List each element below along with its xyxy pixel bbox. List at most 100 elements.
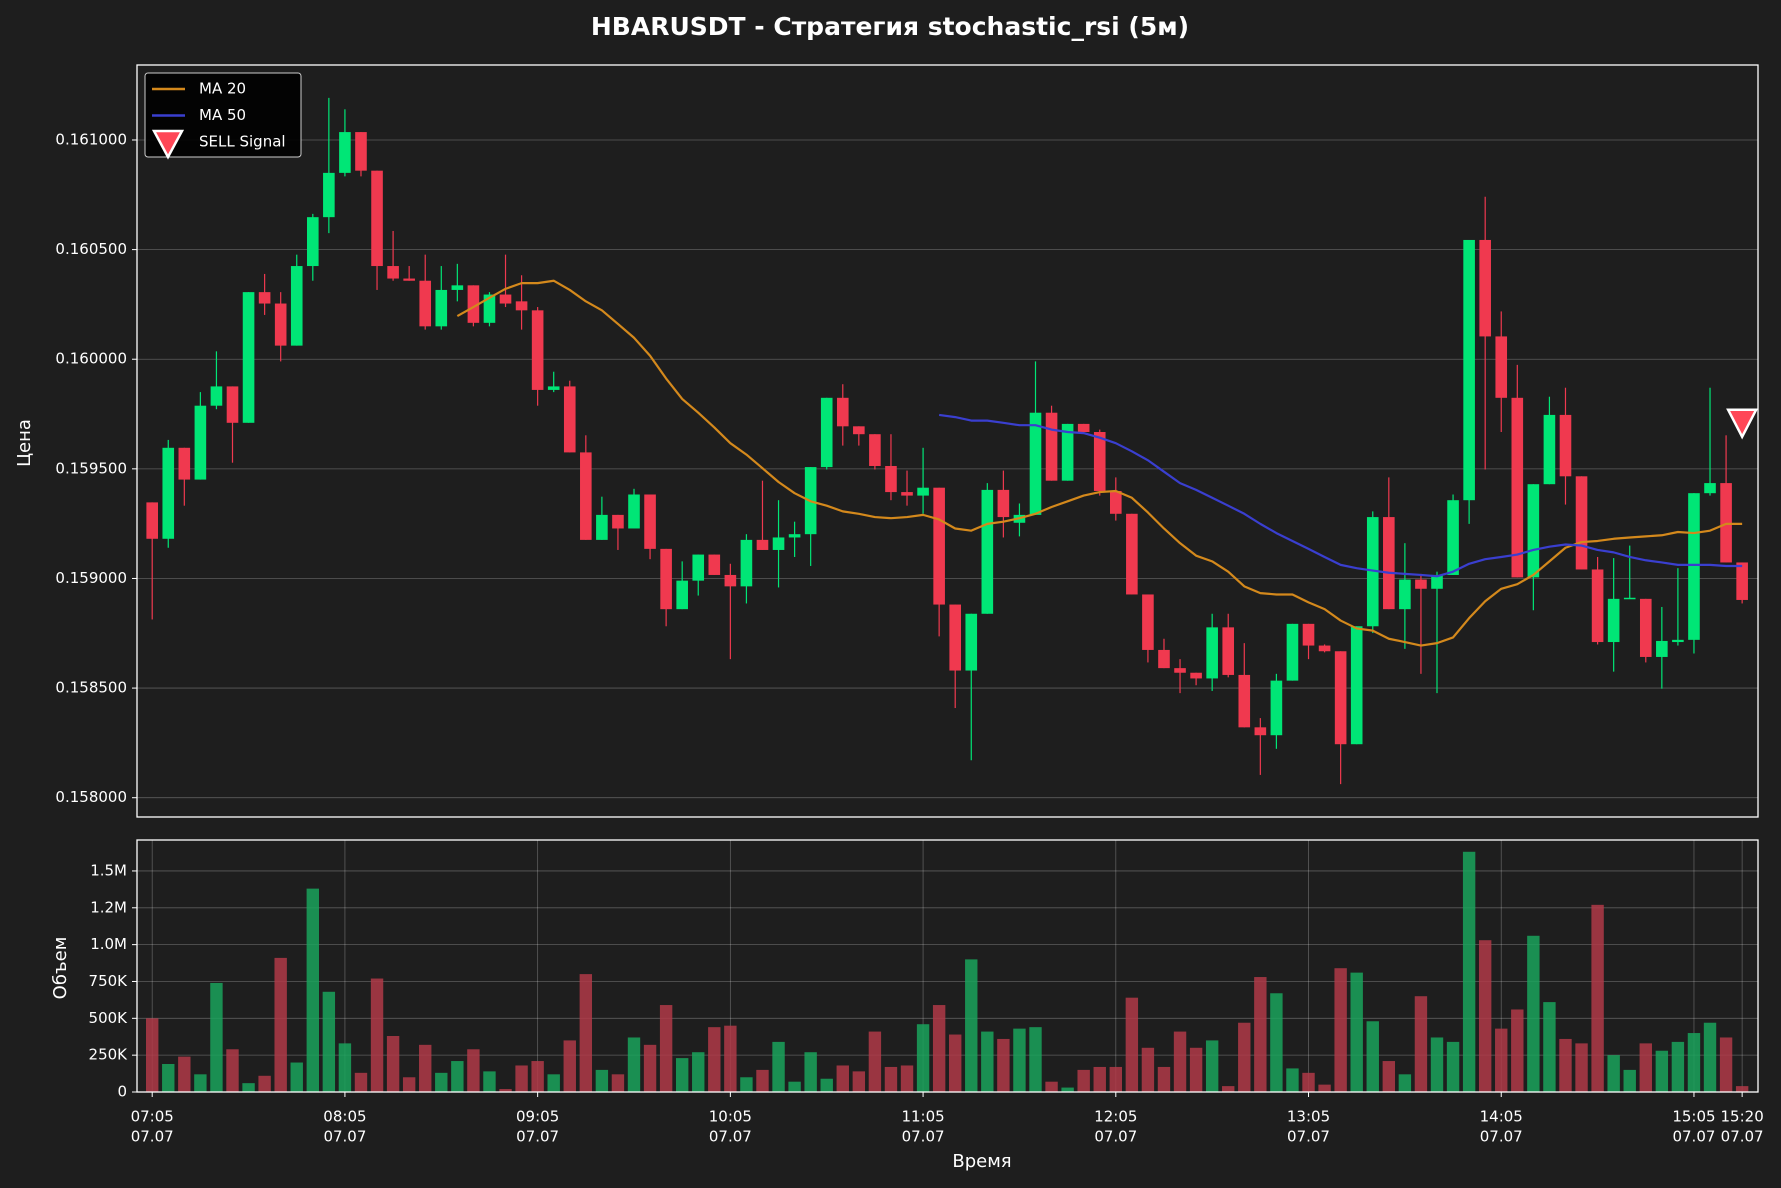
candle-body (210, 386, 223, 406)
volume-bar (595, 1069, 609, 1092)
candle-body (531, 310, 544, 390)
candle-body (1736, 562, 1748, 600)
x-tick-label: 12:05 (1094, 1108, 1137, 1126)
volume-frame (136, 839, 1759, 1093)
candle-body (274, 303, 287, 346)
volume-bar (724, 1025, 737, 1092)
legend-label: MA 50 (199, 106, 246, 124)
y-tick-label: 0.160000 (55, 350, 127, 368)
volume-bar (1591, 904, 1604, 1092)
volume-bar (386, 1036, 400, 1092)
volume-bar (1318, 1084, 1331, 1092)
candle-body (467, 285, 480, 323)
y-tick-label: 0.159000 (55, 569, 127, 587)
volume-bar (258, 1075, 271, 1092)
volume-bar (178, 1056, 191, 1092)
volume-bar (772, 1041, 785, 1092)
volume-bar (1414, 996, 1428, 1092)
candle-body (628, 494, 640, 529)
candle-body (965, 613, 978, 671)
x-tick-label: 09:05 (516, 1108, 559, 1126)
volume-bar (467, 1049, 480, 1092)
legend-label: MA 20 (199, 80, 246, 98)
candle-body (242, 292, 255, 423)
volume-bar (1703, 1022, 1717, 1092)
x-tick-label: 07.07 (131, 1128, 174, 1146)
candle-body (387, 266, 399, 279)
candle-body (1543, 414, 1556, 485)
volume-bar (1446, 1041, 1460, 1092)
text-layer: HBARUSDT - Стратегия stochastic_rsi (5м)… (14, 12, 1764, 1172)
candle-body (1206, 627, 1218, 679)
candle-body (1639, 598, 1652, 657)
volume-bar (563, 1040, 576, 1092)
volume-bar (1543, 1002, 1556, 1092)
volume-bar (1334, 968, 1347, 1092)
volume-bar (1382, 1061, 1396, 1092)
candle-body (563, 386, 576, 453)
volume-bar (1639, 1043, 1652, 1092)
volume-bar (1607, 1055, 1620, 1092)
y-tick-label: 250K (89, 1046, 129, 1064)
x-tick-label: 14:05 (1480, 1108, 1523, 1126)
mark-layer (146, 97, 1749, 1092)
candle-body (323, 172, 335, 218)
volume-bar (1687, 1033, 1701, 1092)
candle-body (981, 489, 994, 614)
candle-body (1077, 423, 1090, 433)
volume-bar (1222, 1086, 1235, 1092)
y-tick-label: 0 (117, 1083, 127, 1101)
candle-body (1383, 517, 1395, 610)
volume-bar (499, 1089, 512, 1092)
volume-bar (1029, 1027, 1042, 1092)
volume-bar (643, 1044, 657, 1092)
candle-body (612, 514, 624, 529)
volume-bar (1462, 851, 1476, 1092)
volume-bar (370, 978, 384, 1092)
volume-bar (1478, 940, 1492, 1092)
volume-bar (1735, 1086, 1749, 1092)
volume-bar (708, 1027, 721, 1092)
candle-body (1142, 594, 1154, 650)
volume-bar (868, 1031, 882, 1092)
x-tick-label: 07.07 (1480, 1128, 1523, 1146)
x-tick-label: 07:05 (131, 1108, 174, 1126)
volume-bar (836, 1065, 849, 1092)
volume-bar (1302, 1072, 1315, 1092)
volume-bar (1671, 1041, 1685, 1092)
volume-bar (1109, 1066, 1122, 1092)
candle-body (885, 465, 897, 493)
candle-body (1399, 579, 1411, 610)
chart-title: HBARUSDT - Стратегия stochastic_rsi (5м) (591, 12, 1189, 41)
legend: MA 20 MA 50 SELL Signal (144, 72, 302, 160)
candle-body (1656, 640, 1668, 657)
candle-body (435, 289, 448, 327)
candle-body (162, 447, 175, 539)
candle-body (644, 494, 656, 549)
volume-bar (1719, 1037, 1733, 1092)
candle-body (1318, 645, 1331, 652)
candle-body (1704, 483, 1716, 494)
volume-bar (435, 1072, 448, 1092)
candle-body (1511, 397, 1524, 578)
volume-bar (306, 888, 319, 1092)
candle-body (949, 604, 961, 671)
candle-body (1591, 569, 1604, 643)
candle-body (1672, 639, 1684, 643)
volume-bar (1511, 1009, 1524, 1092)
x-tick-label: 07.07 (902, 1128, 945, 1146)
volume-bar (1350, 972, 1363, 1092)
y-tick-label: 1.5M (90, 861, 127, 879)
candle-body (290, 266, 303, 346)
volume-bar (1575, 1043, 1588, 1092)
volume-bar (756, 1069, 769, 1092)
x-tick-label: 13:05 (1287, 1108, 1330, 1126)
candle-body (1045, 412, 1058, 481)
volume-bar (1093, 1066, 1106, 1092)
candle-body (451, 285, 464, 290)
signal-marker (1726, 408, 1759, 440)
volume-bar (1398, 1074, 1412, 1092)
candle-body (1093, 432, 1106, 491)
candle-body (339, 132, 351, 173)
volume-bar (949, 1034, 962, 1092)
